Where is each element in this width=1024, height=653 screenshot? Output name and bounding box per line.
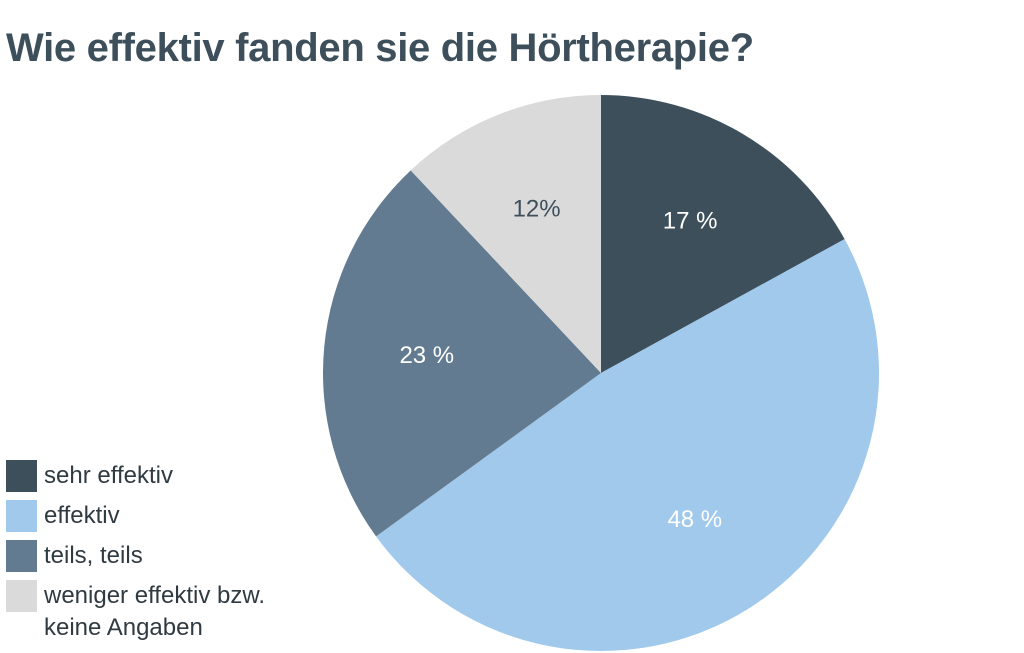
chart-title: Wie effektiv fanden sie die Hörtherapie? xyxy=(6,26,754,70)
legend-item-sehr-effektiv: sehr effektiv xyxy=(6,460,326,492)
pie-data-label: 23 % xyxy=(399,342,454,369)
legend-swatch xyxy=(6,580,37,612)
legend-swatch xyxy=(6,500,37,532)
pie-data-label: 48 % xyxy=(667,506,722,533)
pie-slice-teils-teils xyxy=(323,170,601,537)
legend: sehr effektiv effektiv teils, teils weni… xyxy=(6,460,326,652)
legend-item-effektiv: effektiv xyxy=(6,500,326,532)
pie-slice-effektiv xyxy=(376,239,879,651)
legend-label: teils, teils xyxy=(44,542,143,569)
legend-label: weniger effektiv bzw. keine Angaben xyxy=(44,582,266,641)
legend-swatch xyxy=(6,540,37,572)
legend-item-weniger-effektiv: weniger effektiv bzw. keine Angaben xyxy=(6,580,326,644)
pie-slice-sehr-effektiv xyxy=(601,95,845,373)
pie-data-label: 17 % xyxy=(663,208,718,235)
legend-item-teils-teils: teils, teils xyxy=(6,540,326,572)
legend-swatch xyxy=(6,460,37,492)
legend-label: effektiv xyxy=(44,502,120,529)
legend-label: sehr effektiv xyxy=(44,462,173,489)
pie-data-label: 12% xyxy=(513,196,561,223)
pie-slice-weniger-effektiv-bzw-keine-angaben xyxy=(410,95,601,373)
